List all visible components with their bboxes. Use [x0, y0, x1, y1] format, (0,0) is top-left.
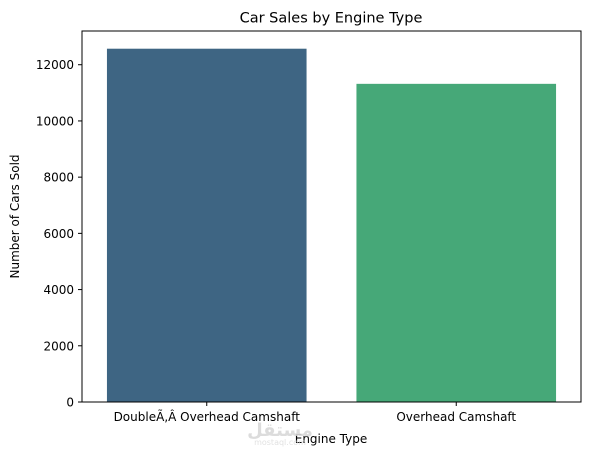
bar-0: [106, 48, 307, 402]
y-tick-label-1: 2000: [43, 339, 74, 353]
y-axis-label: Number of Cars Sold: [8, 154, 22, 278]
x-tick-label-1: Overhead Camshaft: [396, 410, 516, 424]
x-tick-label-0: DoubleÃ‚Â Overhead Camshaft: [114, 409, 301, 424]
chart-title: Car Sales by Engine Type: [240, 11, 423, 27]
bars-group: [106, 48, 557, 403]
plot-frame: [81, 30, 582, 403]
y-tick-label-6: 12000: [36, 58, 74, 72]
y-tick-label-5: 10000: [36, 114, 74, 128]
x-axis-label: Engine Type: [295, 432, 368, 446]
watermark-logo: مستقل mostaql.com: [247, 420, 313, 447]
x-axis-ticks: DoubleÃ‚Â Overhead Camshaft Overhead Cams…: [114, 402, 516, 424]
watermark-text: مستقل: [247, 420, 313, 441]
y-tick-label-2: 4000: [43, 283, 74, 297]
watermark-subtext: mostaql.com: [254, 438, 306, 447]
y-tick-label-0: 0: [66, 396, 74, 410]
y-tick-label-4: 8000: [43, 171, 74, 185]
bar-1: [356, 83, 557, 403]
y-tick-label-3: 6000: [43, 227, 74, 241]
y-axis-ticks: 0 2000 4000 6000 8000 10000 12000: [36, 58, 82, 410]
